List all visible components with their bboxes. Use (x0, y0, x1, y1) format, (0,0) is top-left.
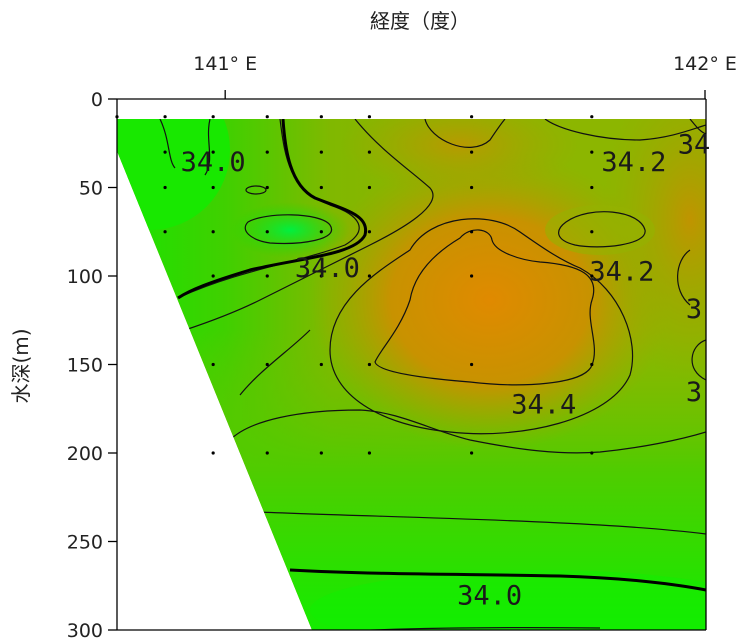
y-tick-label: 250 (67, 532, 103, 554)
station-point (265, 150, 269, 154)
station-point (265, 362, 269, 367)
station-point (319, 115, 323, 119)
x-axis-title: 経度（度） (370, 9, 470, 33)
contour-labels: 34.0 34.2 34 34.0 34.2 3 34.4 3 34.0 (181, 129, 711, 611)
station-point (319, 274, 323, 278)
x-axis-ticks: 141° E 142° E (193, 53, 737, 99)
station-point (265, 274, 269, 278)
station-point (211, 274, 215, 278)
y-tick-label: 200 (67, 443, 103, 465)
station-point (265, 115, 269, 119)
station-point (163, 115, 167, 119)
contour-lines (159, 119, 706, 630)
station-point (211, 362, 215, 367)
contour-label: 34.0 (181, 147, 246, 178)
station-point (590, 362, 594, 367)
station-point (163, 230, 167, 234)
contour-label: 34.0 (295, 253, 360, 284)
contour-label: 3 (686, 377, 702, 408)
contour-label: 34.2 (601, 147, 666, 178)
station-point (470, 150, 474, 154)
station-point (265, 451, 269, 455)
station-point (319, 230, 323, 234)
station-point (211, 115, 215, 119)
station-point (367, 362, 372, 367)
x-tick-label: 141° E (193, 53, 257, 75)
contour-label: 34.4 (511, 389, 576, 420)
station-point (211, 451, 215, 455)
station-point (211, 230, 215, 234)
station-point (319, 362, 323, 367)
station-point (470, 115, 474, 119)
station-point (367, 274, 372, 278)
station-point (590, 230, 594, 234)
station-point (367, 150, 372, 154)
station-point (211, 150, 215, 154)
contour-label: 34 (678, 129, 711, 160)
station-point (470, 362, 474, 367)
station-point (265, 185, 269, 190)
station-point (115, 115, 119, 119)
station-point (367, 185, 372, 190)
y-axis-ticks: 0 50 100 150 200 250 300 (67, 89, 117, 642)
contour-label: 34.2 (589, 257, 654, 288)
station-point (319, 185, 323, 190)
station-point (590, 274, 594, 278)
station-point (319, 451, 323, 455)
station-point (590, 185, 594, 190)
contour-label: 34.0 (457, 581, 522, 612)
x-tick-label: 142° E (673, 53, 737, 75)
station-point (211, 185, 215, 190)
station-point (163, 185, 167, 190)
station-point (470, 185, 474, 190)
station-point (470, 230, 474, 234)
station-point (265, 230, 269, 234)
y-tick-label: 0 (91, 89, 103, 111)
station-point (470, 451, 474, 455)
y-tick-label: 100 (67, 266, 103, 288)
station-point (163, 150, 167, 154)
station-point (367, 115, 372, 119)
station-point (590, 115, 594, 119)
contour-lines-bold (177, 119, 706, 592)
y-axis-title: 水深(m) (9, 328, 33, 403)
station-point (367, 230, 372, 234)
salinity-field (117, 119, 706, 630)
station-point (590, 451, 594, 455)
station-points (115, 115, 594, 455)
station-point (319, 150, 323, 154)
y-tick-label: 50 (79, 178, 103, 200)
y-tick-label: 150 (67, 355, 103, 377)
contour-label: 3 (686, 294, 702, 325)
station-point (470, 274, 474, 278)
station-point (367, 451, 372, 455)
station-point (590, 150, 594, 154)
y-tick-label: 300 (67, 620, 103, 642)
